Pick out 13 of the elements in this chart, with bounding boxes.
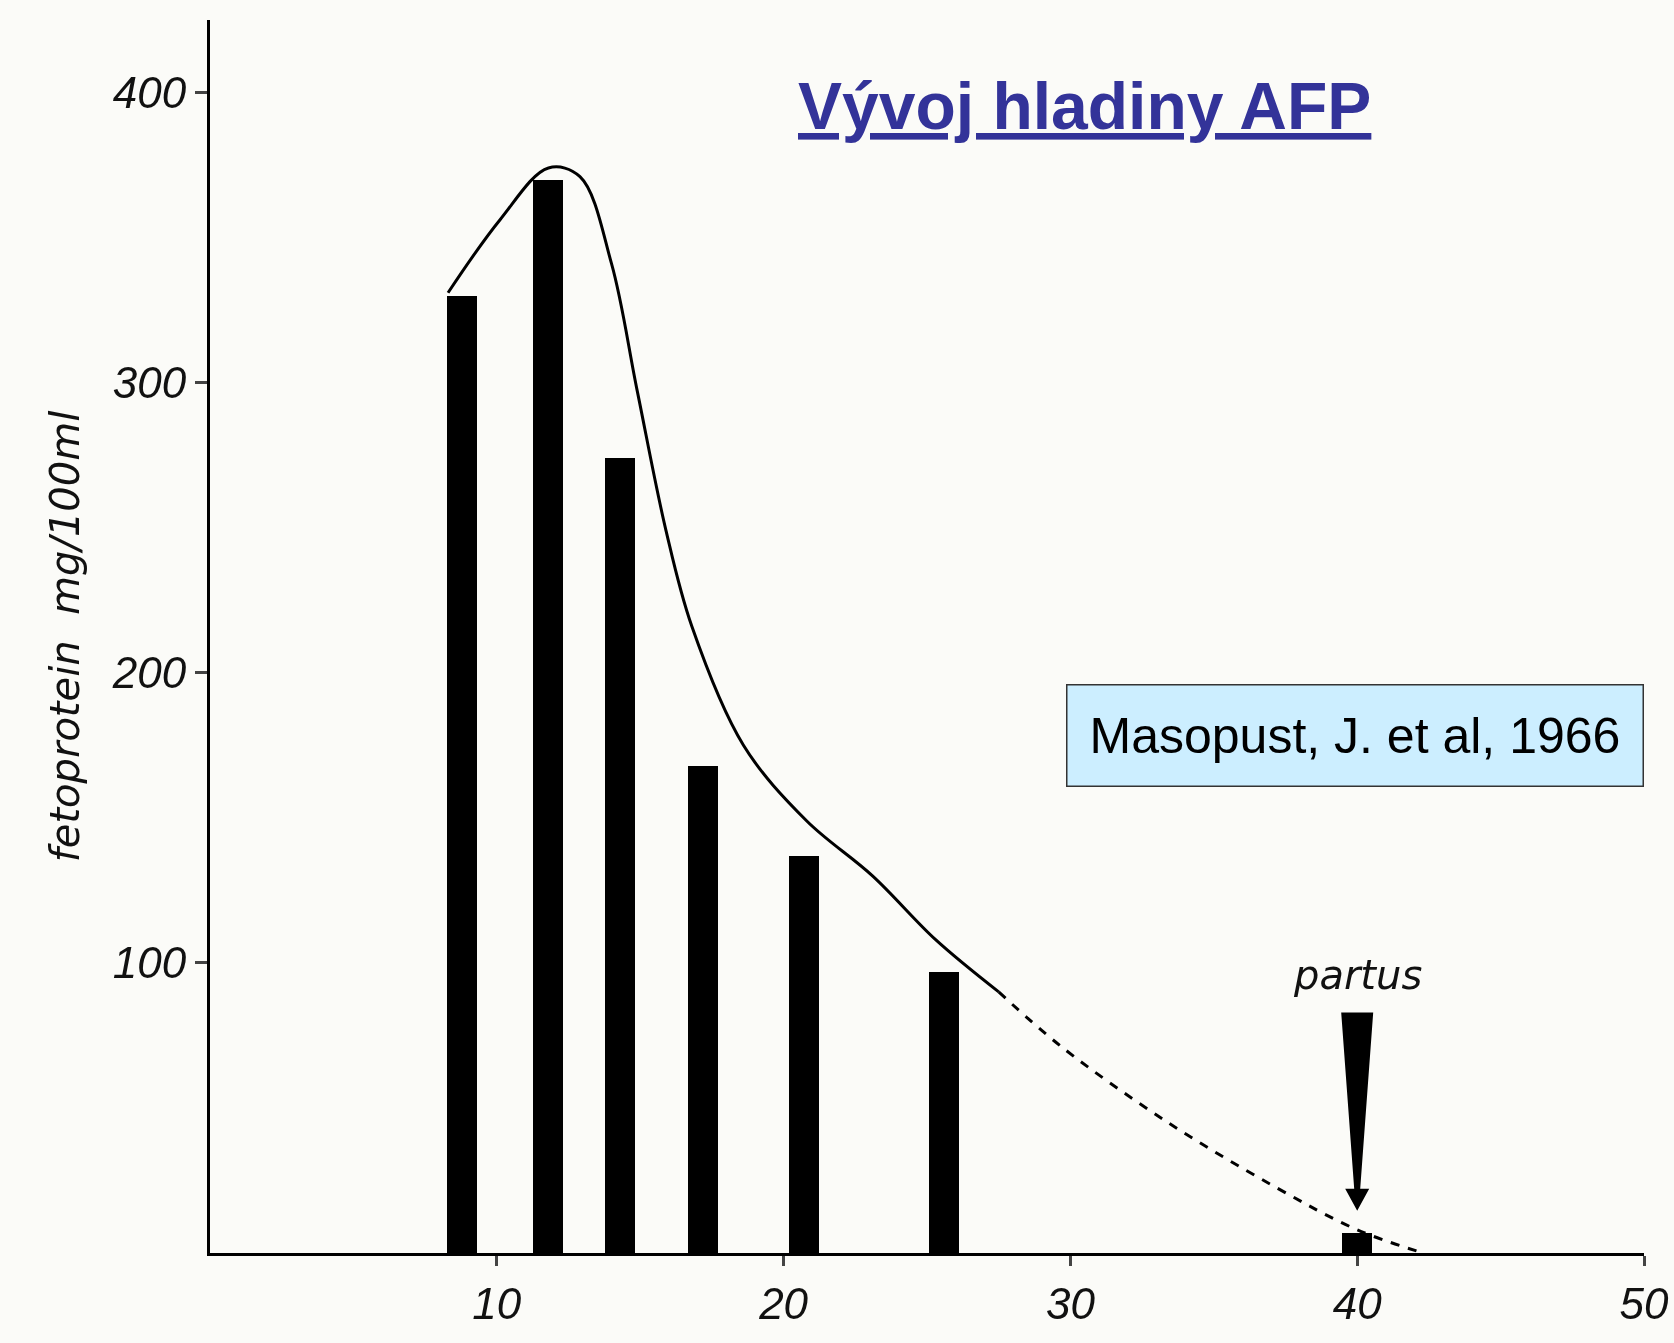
annotation: partus <box>1293 952 1423 998</box>
y-tick-label: 300 <box>112 358 187 408</box>
x-tick-label: 40 <box>1332 1278 1383 1328</box>
annotation: Masopust, J. et al, 1966 <box>1089 707 1621 764</box>
y-tick-label: 400 <box>112 67 187 117</box>
x-tick-label: 50 <box>1619 1278 1669 1328</box>
x-tick-label: 10 <box>472 1278 522 1328</box>
y-tick-label: 100 <box>112 938 187 988</box>
y-axis-title: fetoprotein mg/100ml <box>42 410 89 863</box>
text: Vývoj hladiny AFP <box>798 69 1372 143</box>
y-tick-label: 200 <box>111 648 187 698</box>
x-tick-label: 20 <box>758 1278 809 1328</box>
x-tick-label: 30 <box>1045 1278 1096 1328</box>
